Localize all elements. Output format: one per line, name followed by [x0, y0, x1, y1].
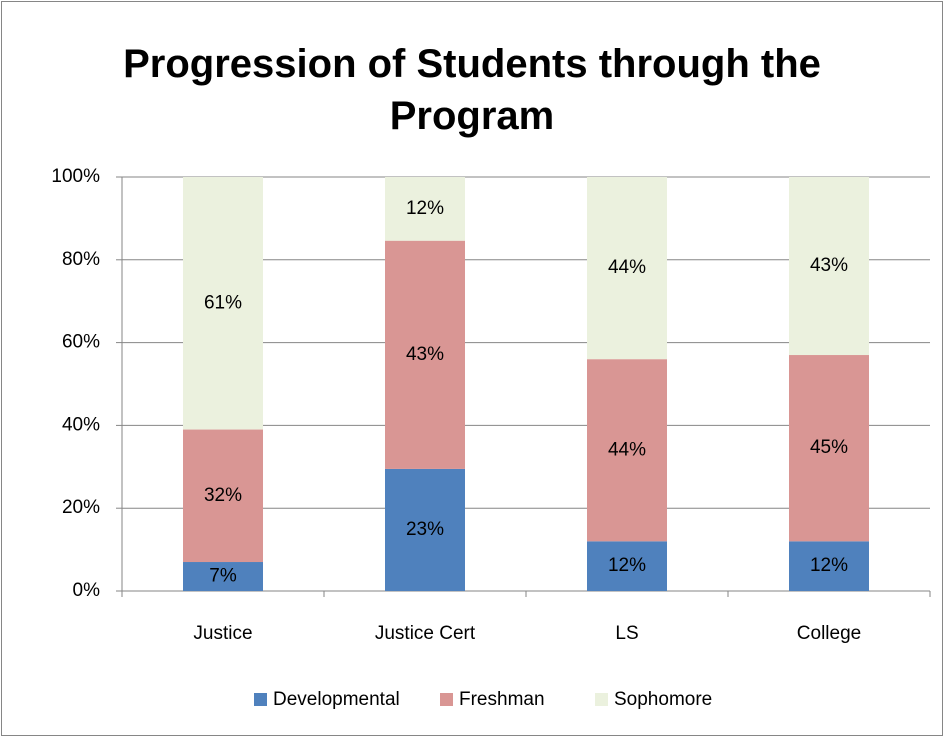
- data-label: 23%: [406, 519, 444, 540]
- data-label: 61%: [204, 292, 242, 313]
- x-tick-label: Justice Cert: [375, 623, 476, 644]
- y-tick-label: 40%: [62, 414, 100, 435]
- bar-segment: [789, 177, 869, 356]
- bar-segment: [385, 468, 465, 591]
- x-tick-label: Justice: [193, 623, 252, 644]
- data-label: 45%: [810, 437, 848, 458]
- data-label: 43%: [406, 344, 444, 365]
- data-label: 43%: [810, 255, 848, 276]
- bar-segment: [183, 177, 263, 430]
- legend-label: Sophomore: [614, 689, 712, 710]
- bar-segment: [789, 355, 869, 542]
- data-label: 12%: [810, 555, 848, 576]
- bar-segment: [385, 177, 465, 241]
- bar-segment: [789, 541, 869, 591]
- legend-label: Freshman: [459, 689, 545, 710]
- bar-segment: [587, 359, 667, 542]
- x-tick-label: LS: [615, 623, 638, 644]
- legend-marker: [254, 693, 267, 706]
- data-label: 44%: [608, 257, 646, 278]
- data-label: 32%: [204, 485, 242, 506]
- legend-marker: [440, 693, 453, 706]
- data-label: 12%: [608, 555, 646, 576]
- bar-segment: [385, 240, 465, 469]
- bar-segment: [587, 177, 667, 360]
- data-label: 7%: [209, 566, 237, 587]
- legend-label: Developmental: [273, 689, 400, 710]
- data-label: 44%: [608, 439, 646, 460]
- bar-segment: [587, 541, 667, 591]
- y-tick-label: 60%: [62, 332, 100, 353]
- x-tick-label: College: [797, 623, 861, 644]
- chart-title: Progression of Students through the Prog…: [123, 42, 821, 138]
- y-tick-label: 100%: [51, 166, 100, 187]
- bar-segment: [183, 429, 263, 563]
- y-tick-label: 20%: [62, 497, 100, 518]
- data-label: 12%: [406, 198, 444, 219]
- y-tick-label: 80%: [62, 249, 100, 270]
- bar-segment: [183, 562, 263, 591]
- y-tick-label: 0%: [73, 580, 101, 601]
- legend-marker: [595, 693, 608, 706]
